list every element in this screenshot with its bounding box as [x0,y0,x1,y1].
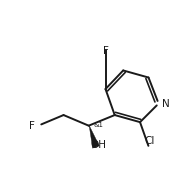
Text: Cl: Cl [144,136,154,146]
Polygon shape [89,125,99,148]
Text: N: N [162,99,170,109]
Text: OH: OH [90,140,106,150]
Text: F: F [103,46,108,56]
Text: &1: &1 [93,122,103,128]
Text: F: F [29,121,35,131]
